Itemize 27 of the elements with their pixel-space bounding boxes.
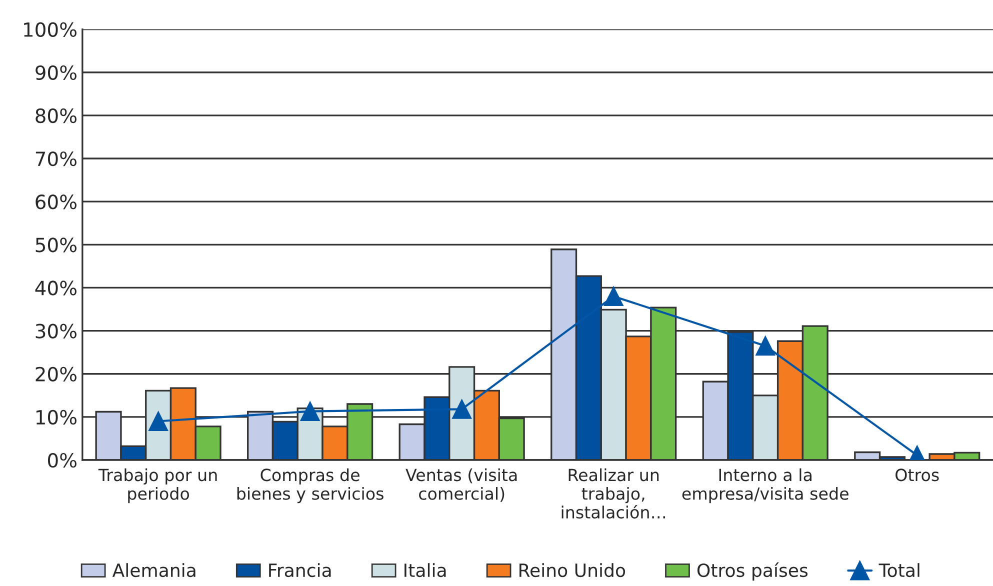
y-tick-label: 60%	[36, 194, 76, 210]
x-tick-label: Otros	[896, 468, 939, 482]
x-tick-label: Compras de bienes y servicios	[237, 468, 384, 504]
x-tick-label: Trabajo por un periodo	[98, 468, 217, 504]
legend-label: Otros países	[697, 562, 808, 581]
y-tick-label: 10%	[36, 410, 76, 425]
legend-label: Reino Unido	[520, 563, 626, 578]
y-tick-label: 70%	[36, 151, 76, 166]
x-tick-label: Ventas (visita comercial)	[406, 468, 517, 502]
point	[452, 399, 472, 419]
point	[300, 402, 320, 422]
legend-label: Total	[878, 563, 920, 578]
legend-label: Alemania	[112, 563, 196, 578]
x-tick-label: Interno a la empresa/visita sede	[682, 468, 848, 504]
y-tick-label: 20%	[36, 366, 76, 382]
y-tick-label: 0%	[48, 452, 76, 468]
y-tick-label: 90%	[36, 65, 76, 80]
y-tick-label: 80%	[36, 108, 76, 124]
x-tick-label: Realizar un trabajo, instalación…	[562, 468, 666, 519]
point	[756, 336, 776, 356]
y-tick-label: 100%	[24, 22, 76, 37]
legend-label: Italia	[404, 563, 446, 578]
y-tick-label: 30%	[36, 324, 76, 338]
point	[604, 286, 624, 306]
y-tick-label: 50%	[36, 238, 76, 252]
y-tick-label: 40%	[35, 280, 76, 296]
legend-label: Francia	[269, 563, 331, 578]
